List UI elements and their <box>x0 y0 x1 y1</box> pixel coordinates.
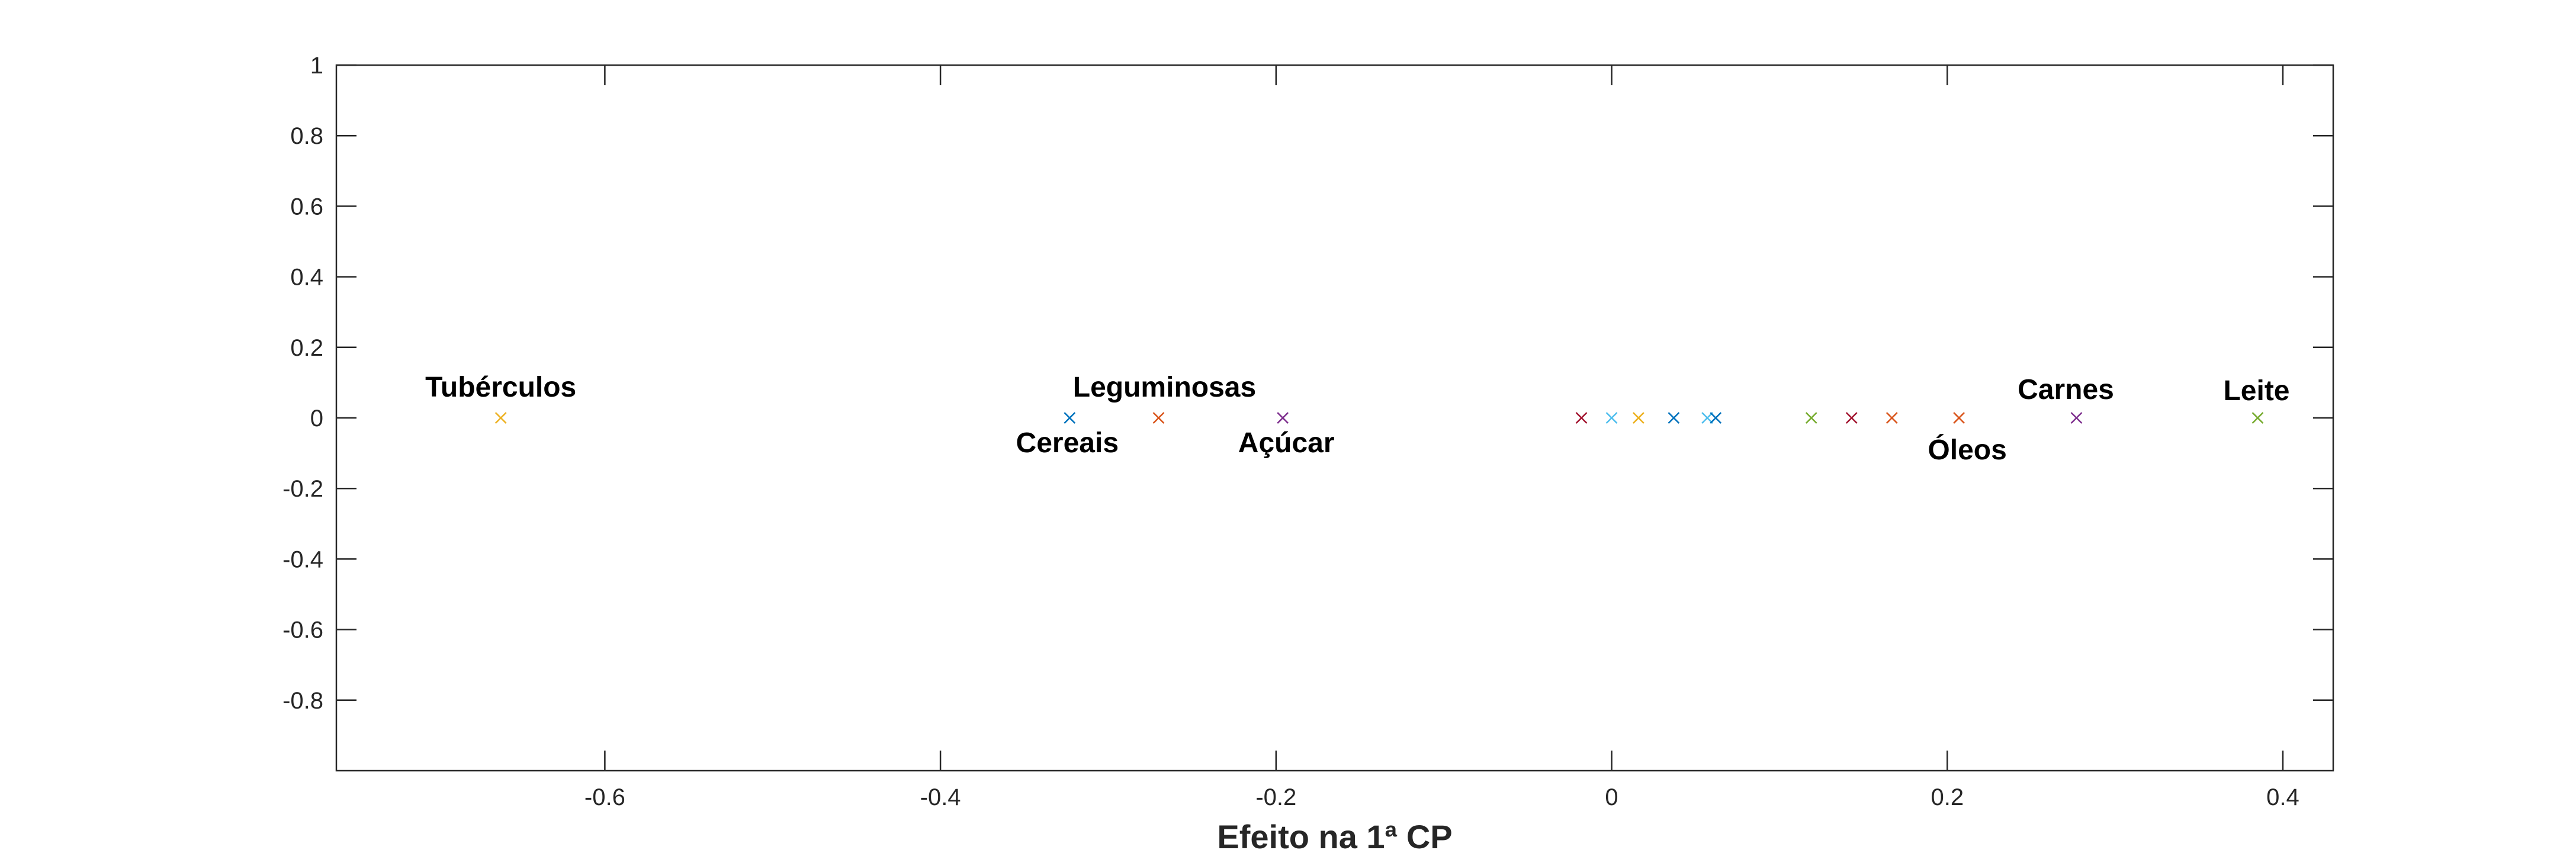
y-tick-label: 0.2 <box>290 335 323 361</box>
axes-layer: -0.6 -0.4 -0.2 0 0.2 0.4 -0.8 -0.6 -0.4 -0.2 0 0.2 0… <box>282 53 2334 810</box>
y-tick-label: 0 <box>310 405 323 432</box>
x-tick-label: 0.4 <box>2266 784 2299 810</box>
data-point <box>1605 412 1618 424</box>
data-point <box>2251 412 2264 424</box>
y-tick-label: 0.4 <box>290 265 323 291</box>
y-tick-label: -0.8 <box>282 688 323 714</box>
point-label: Cereais <box>1016 427 1119 459</box>
point-label: Açúcar <box>1238 427 1335 459</box>
x-tick-label: -0.2 <box>1255 784 1296 810</box>
y-tick-label: -0.4 <box>282 546 323 572</box>
point-label: Tubérculos <box>425 372 576 403</box>
y-tick-label: 0.6 <box>290 194 323 220</box>
data-point <box>2070 412 2083 424</box>
y-tick-label: -0.6 <box>282 617 323 643</box>
x-axis-title: Efeito na 1ª CP <box>1217 818 1452 855</box>
data-point <box>1710 412 1722 424</box>
point-label: Óleos <box>1928 433 2006 466</box>
x-tick-label: -0.4 <box>920 784 961 810</box>
data-point <box>1064 412 1076 424</box>
points-layer <box>494 412 2264 424</box>
data-point <box>1632 412 1644 424</box>
data-point <box>1886 412 1898 424</box>
plot-frame <box>335 64 2334 772</box>
data-point <box>1701 412 1713 424</box>
data-point <box>1277 412 1289 424</box>
y-tick-label: 1 <box>310 53 323 79</box>
y-tick-label: -0.2 <box>282 476 323 502</box>
y-tick-label: 0.8 <box>290 123 323 149</box>
data-point <box>1953 412 1965 424</box>
x-tick-label: 0 <box>1605 784 1618 810</box>
x-tick-label: -0.6 <box>584 784 625 810</box>
point-label: Leite <box>2223 375 2289 407</box>
data-point <box>1668 412 1680 424</box>
x-tick-label: 0.2 <box>1931 784 1964 810</box>
data-point <box>1152 412 1165 424</box>
data-point <box>1575 412 1588 424</box>
data-point <box>1805 412 1817 424</box>
data-point <box>494 412 507 424</box>
data-point <box>1845 412 1858 424</box>
point-label: Carnes <box>2018 374 2114 405</box>
point-label: Leguminosas <box>1073 372 1256 403</box>
labels-layer: Tubérculos Cereais Leguminosas Açúcar Óleos C… <box>425 372 2289 466</box>
